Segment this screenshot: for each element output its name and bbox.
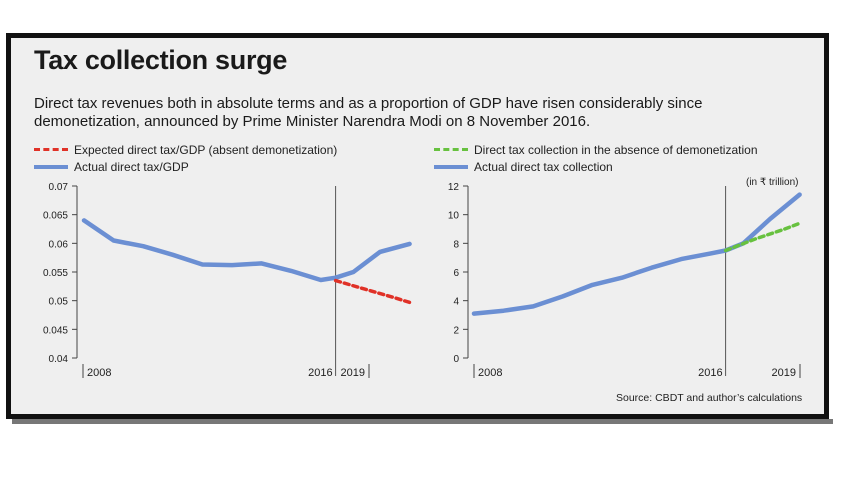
series-line-dashed xyxy=(723,221,802,253)
y-tick-label: 10 xyxy=(448,211,460,222)
right-legend: Direct tax collection in the absence of … xyxy=(434,141,758,175)
y-tick-label: 4 xyxy=(453,297,459,308)
x-tick-label: 2008 xyxy=(478,367,502,379)
legend-label-absence: Direct tax collection in the absence of … xyxy=(474,142,758,157)
left-legend: Expected direct tax/GDP (absent demoneti… xyxy=(34,141,337,175)
legend-label-expected: Expected direct tax/GDP (absent demoneti… xyxy=(74,142,338,157)
chart-left: 0.04 0.045 0.05 0.055 0.06 0.065 0.07 2008 2016 2… xyxy=(43,182,412,379)
y-tick-label: 0.055 xyxy=(43,268,68,279)
y-tick-label: 0 xyxy=(453,354,459,365)
y-tick-label: 8 xyxy=(453,239,459,250)
page-title: Tax collection surge xyxy=(34,45,288,75)
legend-item-actual: Actual direct tax/GDP xyxy=(34,158,337,175)
y-tick-label: 6 xyxy=(453,268,459,279)
subtitle: Direct tax revenues both in absolute ter… xyxy=(34,95,703,130)
legend-swatch-actual-collection xyxy=(434,164,468,169)
legend-swatch-expected xyxy=(34,148,68,151)
x-tick-label: 2016 xyxy=(698,367,722,379)
y-tick-label: 12 xyxy=(448,182,460,193)
unit-label: (in ₹ trillion) xyxy=(746,177,799,188)
y-tick-label: 0.065 xyxy=(43,211,68,222)
series-line-dashed xyxy=(333,278,412,305)
series-line-actual xyxy=(81,218,412,283)
y-tick-label: 0.07 xyxy=(49,182,69,193)
x-tick-label: 2019 xyxy=(341,367,365,379)
x-tick-label: 2016 xyxy=(308,367,332,379)
x-tick-label: 2008 xyxy=(87,367,111,379)
frame-shadow xyxy=(12,419,833,424)
series-line-actual xyxy=(471,192,802,316)
y-tick-label: 0.045 xyxy=(43,325,68,336)
legend-swatch-actual xyxy=(34,164,68,169)
x-tick-label: 2019 xyxy=(772,367,796,379)
legend-label-actual: Actual direct tax/GDP xyxy=(74,159,189,174)
source-note: Source: CBDT and author’s calculations xyxy=(616,392,803,404)
legend-label-actual-collection: Actual direct tax collection xyxy=(474,159,613,174)
legend-swatch-absence xyxy=(434,148,468,151)
legend-item-absence: Direct tax collection in the absence of … xyxy=(434,141,758,158)
legend-item-actual-collection: Actual direct tax collection xyxy=(434,158,758,175)
chart-right: 0 2 4 6 8 10 12 2008 2016 2019 xyxy=(448,182,802,379)
y-tick-label: 0.06 xyxy=(49,239,69,250)
y-tick-label: 0.04 xyxy=(49,354,69,365)
infographic-frame: Tax collection surge Direct tax revenues… xyxy=(6,33,829,419)
y-tick-label: 2 xyxy=(453,325,459,336)
legend-item-expected: Expected direct tax/GDP (absent demoneti… xyxy=(34,141,337,158)
y-tick-label: 0.05 xyxy=(49,297,69,308)
